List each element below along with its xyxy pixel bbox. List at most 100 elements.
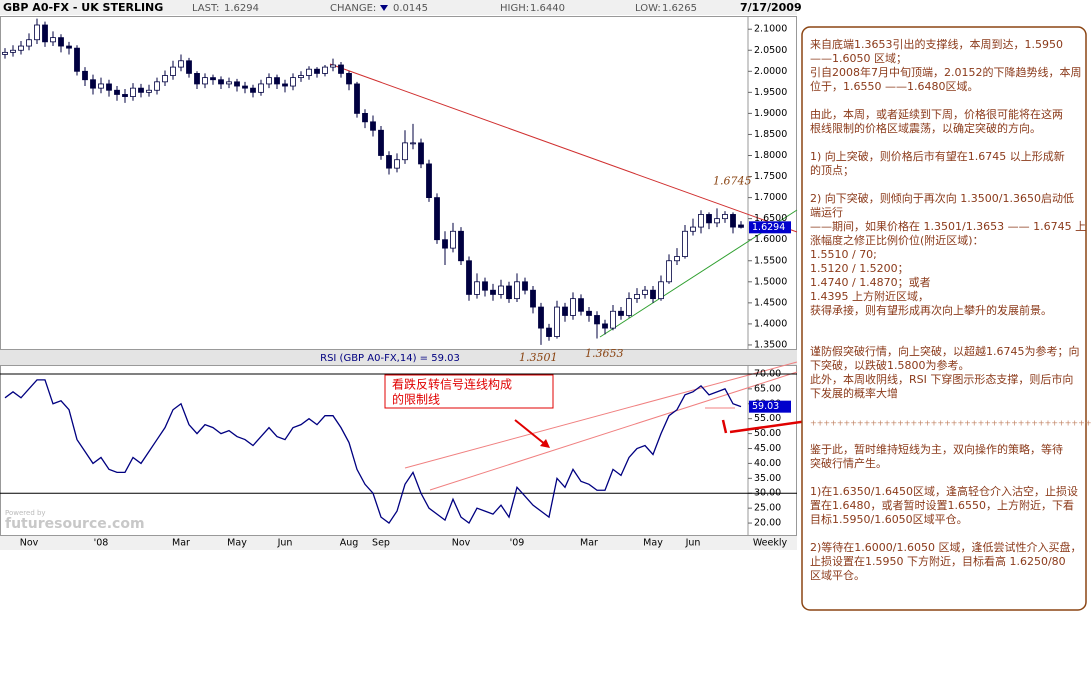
candle-body [378, 129, 384, 156]
candle-body [186, 60, 192, 74]
candle-body [610, 310, 616, 329]
candle-body [354, 83, 360, 114]
candle-body [690, 226, 696, 232]
commentary-line: 鉴于此，暂时维持短线为主，双向操作的策略，等待 [810, 442, 1063, 456]
y-tick-label: 1.9500 [754, 87, 787, 98]
pointer-arrow [721, 419, 728, 434]
candle-body [274, 77, 280, 85]
y-tick-label: 1.4000 [754, 318, 787, 329]
y-tick-label: 1.9000 [754, 108, 787, 119]
symbol: GBP A0-FX - UK STERLING [3, 1, 163, 14]
commentary-line: 突破行情产生。 [810, 456, 887, 470]
candle-body [202, 77, 208, 85]
commentary-line: 根线限制的价格区域震荡，以确定突破的方向。 [810, 121, 1041, 135]
commentary-line: 引自2008年7月中旬顶端，2.0152的下降趋势线，本周 [810, 65, 1081, 79]
x-tick-label: Mar [580, 538, 598, 549]
candle-body [298, 75, 304, 79]
low-label: LOW: [635, 3, 661, 14]
commentary-line: 止损设置在1.5950 下方附近，目标看高 1.6250/80 [810, 554, 1066, 568]
commentary-line: 此外，本周收阴线，RSI 下穿图示形态支撑，则后市向 [810, 372, 1073, 386]
commentary-line: ——1.6050 区域； [810, 52, 907, 65]
candle-body [242, 85, 248, 89]
commentary-line: 涨幅度之修正比例价位(附近区域)： [810, 233, 984, 247]
commentary-line: 目标1.5950/1.6050区域平仓。 [810, 512, 968, 526]
candle-body [482, 281, 488, 291]
candle-body [122, 94, 128, 97]
y-tick-label: 1.5500 [754, 255, 787, 266]
watermark-small: Powered by [5, 509, 46, 517]
candle-body [410, 142, 416, 145]
rsi-limit-line [404, 361, 798, 469]
y-tick-label: 1.8500 [754, 129, 787, 140]
candle-body [658, 281, 664, 300]
candle-body [282, 83, 288, 87]
candle-body [530, 289, 536, 308]
y-tick-label: 2.0500 [754, 45, 787, 56]
period-label: Weekly [753, 538, 788, 549]
candle-body [426, 163, 432, 199]
candle-body [450, 230, 456, 249]
candle-body [442, 239, 448, 249]
y-tick-label: 1.3500 [754, 339, 787, 350]
callout-arrow [514, 419, 547, 446]
commentary-line: 1.4395 上方附近区域， [810, 289, 929, 303]
candle-body [114, 89, 120, 95]
rsi-title: RSI (GBP A0-FX,14) = 59.03 [320, 353, 460, 364]
x-tick-label: Jun [685, 538, 701, 549]
commentary-line: 端运行 [810, 206, 843, 219]
candle-body [42, 24, 48, 43]
commentary-line: 的顶点； [810, 163, 854, 177]
candle-body [562, 306, 568, 316]
candle-body [2, 51, 8, 55]
callout-box [384, 374, 554, 409]
candle-body [514, 281, 520, 300]
commentary-line: 1.4740 / 1.4870；或者 [810, 276, 931, 289]
candle-body [698, 214, 704, 228]
candle-body [474, 281, 480, 295]
candle-body [554, 306, 560, 337]
commentary-line: 谨防假突破行情，向上突破，以超越1.6745为参考；向 [810, 344, 1080, 358]
commentary-line: 1)在1.6350/1.6450区域，逢高轻仓介入沽空，止损设 [810, 484, 1078, 498]
y-tick-label: 2.0000 [754, 66, 787, 77]
x-axis-bar [0, 536, 797, 550]
candle-body [722, 214, 728, 220]
price-frame [0, 16, 797, 350]
rsi-frame [0, 365, 797, 536]
candle-body [170, 66, 176, 76]
candle-body [370, 121, 376, 131]
separator: ++++++++++++++++++++++++++++++++++++++++… [810, 419, 1091, 428]
candle-body [194, 73, 200, 85]
commentary-line: 位于，1.6550 ——1.6480区域。 [810, 79, 978, 93]
candle-body [498, 285, 504, 295]
x-tick-label: '09 [510, 538, 525, 549]
candle-body [466, 260, 472, 295]
candle-body [674, 256, 680, 262]
y-tick-label: 1.6500 [754, 213, 787, 224]
downtrend-line [329, 63, 798, 233]
candle-body [314, 68, 320, 74]
candle-body [666, 260, 672, 283]
marks: 1.3500 1.4000 1.4500 1.5000 1.5500 1.6000 1.65… [0, 18, 797, 549]
candle-body [594, 315, 600, 325]
commentary-line: 1.5510 / 70; [810, 248, 877, 261]
y-tick-label: 55.00 [754, 413, 781, 424]
candle-body [162, 75, 168, 83]
candle-body [626, 298, 632, 316]
candle-body [138, 87, 144, 93]
commentary-line: 下突破，以跌破1.5800为参考。 [810, 358, 970, 372]
candle-body [602, 323, 608, 329]
down-arrow [380, 5, 388, 11]
candle-body [66, 45, 72, 49]
candle-body [650, 289, 656, 300]
candle-body [402, 142, 408, 161]
rsi-value-box [749, 400, 791, 413]
change-label: CHANGE: [330, 3, 376, 14]
high-value: 1.6440 [530, 3, 565, 14]
candle-body [74, 47, 80, 72]
date: 7/17/2009 [740, 1, 802, 14]
candle-body [546, 327, 552, 337]
rsi-limit-line [429, 371, 798, 491]
rsi-line [4, 379, 742, 525]
commentary-line: 2)等待在1.6000/1.6050 区域，逢低尝试性介入买盘， [810, 540, 1081, 554]
